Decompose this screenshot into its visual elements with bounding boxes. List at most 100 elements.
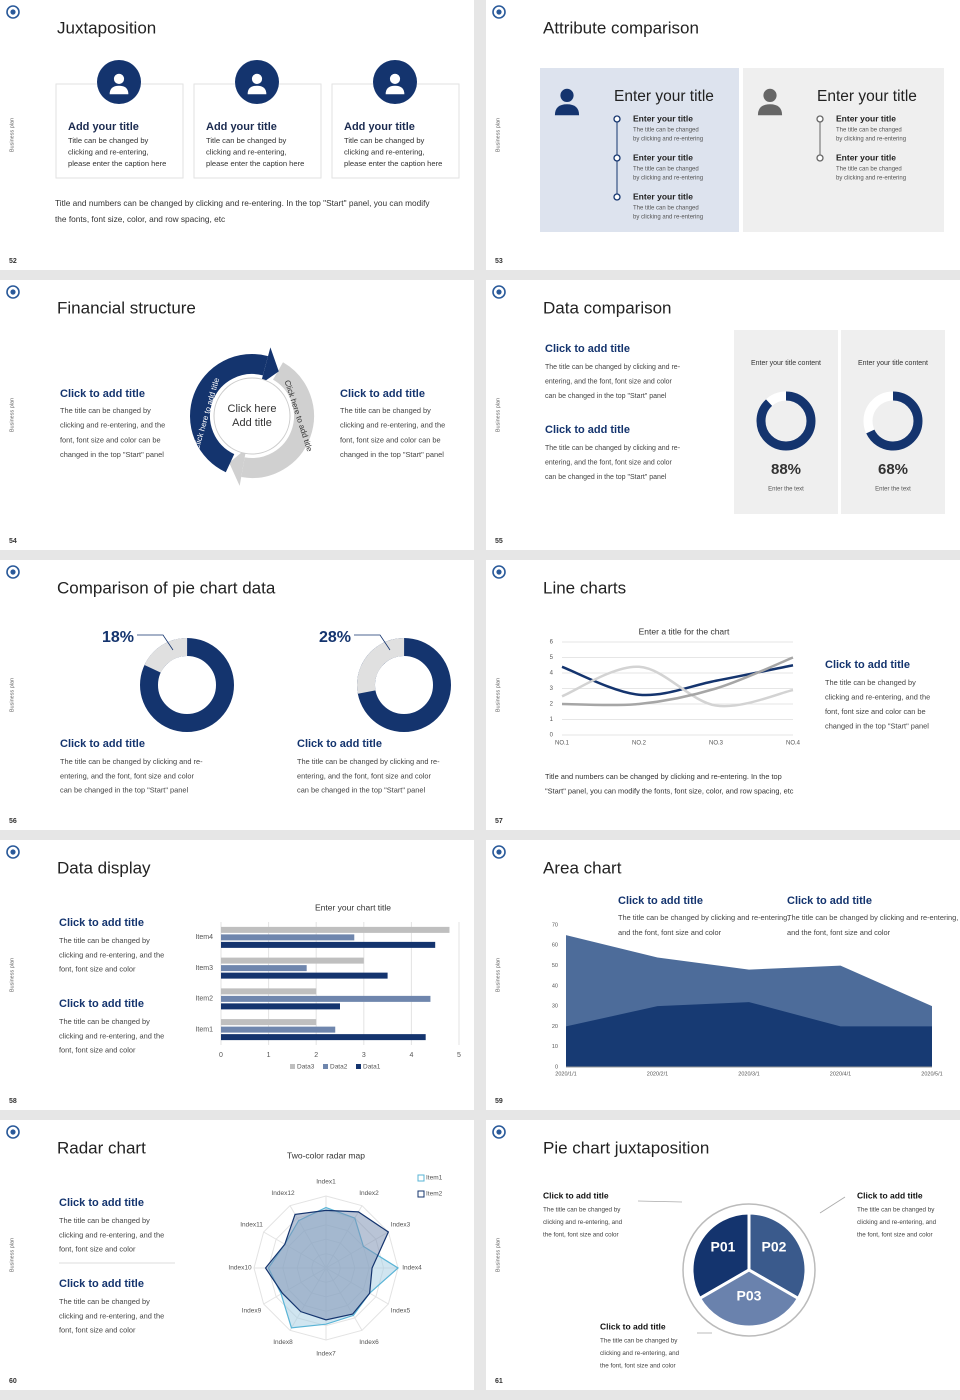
slide-title: Line charts [543, 578, 626, 597]
x-tick-label: 1 [267, 1052, 271, 1059]
caption: the fonts, font size, color, and row spa… [55, 214, 225, 224]
center-circle [213, 377, 291, 455]
block-text: can be changed in the top "Start" panel [545, 474, 667, 481]
axis-label: Index6 [359, 1339, 379, 1346]
x-tick-label: 2020/3/1 [738, 1071, 759, 1077]
page-number: 57 [495, 818, 503, 825]
logo-core [10, 289, 16, 295]
sector-label: P02 [762, 1239, 787, 1255]
axis-label: Index1 [316, 1179, 336, 1186]
caption: Title and numbers can be changed by clic… [55, 198, 430, 208]
sector-label: P03 [737, 1288, 762, 1304]
block-text: font, font size and color [59, 1326, 136, 1335]
bar [221, 1003, 340, 1010]
item-text: by clicking and re-entering [836, 176, 906, 182]
axis-label: Index9 [242, 1308, 262, 1315]
block-text: font, font size and color [59, 965, 136, 974]
block-text: The title can be changed by [59, 936, 150, 945]
block-text: The title can be changed by clicking and… [60, 757, 203, 766]
legend-swatch [290, 1064, 295, 1069]
slide-title: Pie chart juxtaposition [543, 1138, 709, 1157]
axis-label: Index8 [273, 1339, 293, 1346]
bar [221, 926, 450, 933]
block-text: font, font size and color [59, 1245, 136, 1254]
person-icon-head [251, 73, 263, 84]
person-icon-head [560, 88, 574, 102]
card-title: Add your title [344, 121, 415, 133]
block-text: clicking and re-entering, and [600, 1350, 680, 1357]
slide-title: Radar chart [57, 1138, 146, 1157]
card-label: Enter your title content [858, 360, 928, 367]
item-text: The title can be changed [633, 206, 699, 212]
slide: Business plan 56 Comparison of pie chart d… [0, 560, 474, 830]
block-text: The title can be changed by clicking and… [297, 757, 440, 766]
y-tick-label: 20 [552, 1024, 558, 1030]
block-title: Click to add title [545, 424, 630, 436]
card-caption: Enter the text [875, 487, 911, 493]
caption: "Start" panel, you can modify the fonts,… [545, 786, 794, 795]
person-icon-body [247, 85, 267, 95]
item-text: by clicking and re-entering [836, 137, 906, 143]
value-label: 88% [771, 461, 801, 478]
block-text: clicking and re-entering, and the [825, 692, 930, 701]
x-tick-label: NO.1 [555, 741, 570, 747]
y-tick-label: Item4 [195, 934, 213, 941]
bar [221, 957, 364, 964]
bar [221, 1019, 317, 1026]
page-number: 54 [9, 538, 17, 545]
value-label: 28% [319, 629, 351, 646]
x-tick-label: 2020/2/1 [647, 1071, 668, 1077]
block-title: Click to add title [59, 1278, 144, 1290]
item-text: The title can be changed [836, 128, 902, 134]
block-text: entering, and the font, font size and co… [60, 771, 194, 780]
timeline-dot [613, 154, 621, 162]
block-text: font, font size and color [59, 1046, 136, 1055]
donut-arc [357, 638, 451, 733]
block-text: clicking and re-entering, and [543, 1219, 623, 1226]
card-text: clicking and re-entering, [344, 148, 425, 157]
brand-label: Business plan [495, 678, 501, 712]
card-text: Title can be changed by [344, 136, 425, 145]
block-text: The title can be changed by clicking and… [618, 913, 789, 922]
slide: Business plan 55 Data comparison Click to a… [486, 280, 960, 550]
block-text: The title can be changed by [59, 1017, 150, 1026]
y-tick-label: 10 [552, 1044, 558, 1050]
card-caption: Enter the text [768, 487, 804, 493]
block-text: the font, font size and color [543, 1232, 619, 1239]
legend-swatch [417, 1190, 425, 1198]
y-tick-label: 5 [550, 655, 554, 661]
legend-swatch [323, 1064, 328, 1069]
logo-core [10, 569, 16, 575]
block-text: clicking and re-entering, and the [60, 421, 165, 430]
brand-label: Business plan [495, 118, 501, 152]
sector-label: P01 [711, 1239, 736, 1255]
logo-core [496, 9, 502, 15]
chart-title: Enter your chart title [315, 902, 391, 912]
block-text: The title can be changed by [857, 1207, 935, 1214]
legend-swatch [417, 1174, 425, 1182]
page-number: 60 [9, 1378, 17, 1385]
slide: Business plan 57 Line charts Enter a title … [486, 560, 960, 830]
line-series [561, 656, 794, 707]
y-tick-label: 1 [550, 717, 554, 723]
page-number: 53 [495, 258, 503, 265]
axis-label: Index7 [316, 1351, 336, 1358]
timeline-dot [613, 115, 621, 123]
value-label: 18% [102, 629, 134, 646]
card [841, 330, 945, 514]
brand-label: Business plan [9, 678, 15, 712]
arrow-arc [241, 362, 314, 478]
block-text: The title can be changed by [59, 1216, 150, 1225]
slide: Business plan 59 Area chart Click to add ti… [486, 840, 960, 1110]
donut-arc [140, 638, 234, 732]
brand-label: Business plan [9, 958, 15, 992]
legend-label: Item1 [426, 1175, 443, 1182]
legend-swatch [356, 1064, 361, 1069]
axis-label: Index11 [240, 1222, 263, 1229]
axis-label: Index3 [391, 1222, 411, 1229]
y-tick-label: 40 [552, 983, 558, 989]
block-text: The title can be changed by [59, 1297, 150, 1306]
block-text: clicking and re-entering, and the [340, 421, 445, 430]
y-tick-label: 50 [552, 963, 558, 969]
card-text: clicking and re-entering, [68, 148, 149, 157]
